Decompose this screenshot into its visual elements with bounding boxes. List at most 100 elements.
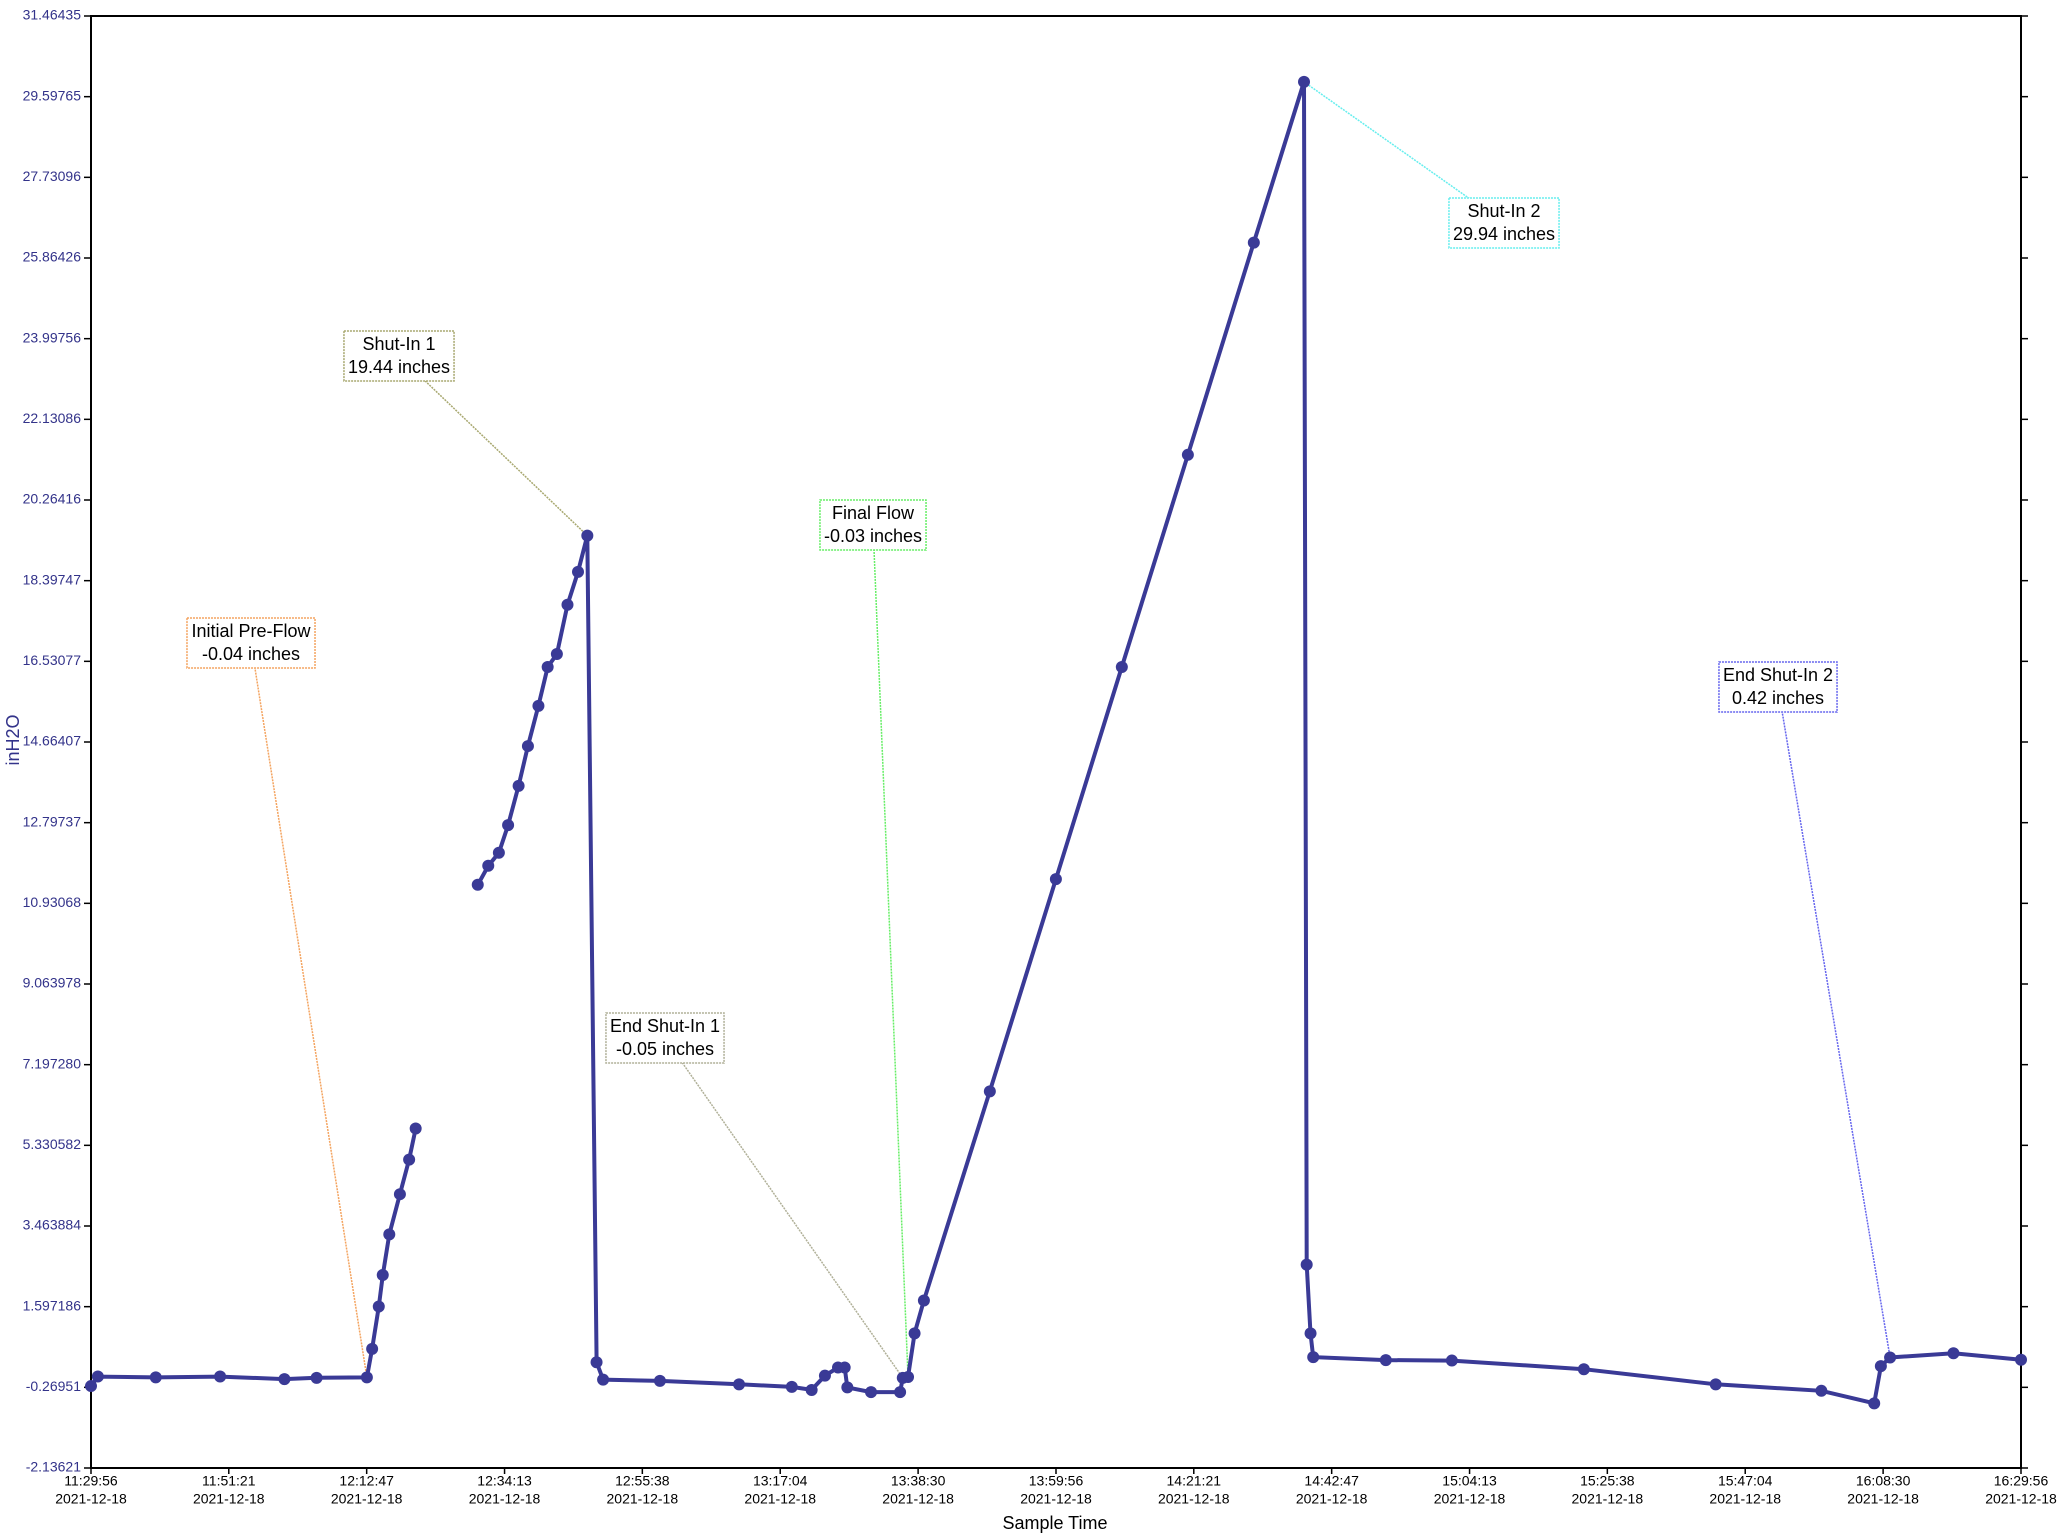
x-tick-date: 2021-12-18 [607,1491,679,1507]
annotation: End Shut-In 2 0.42 inches [1718,661,1838,713]
data-point [1307,1351,1320,1364]
data-point [805,1383,818,1396]
y-tick-label: -0.26951 [26,1378,81,1394]
x-tick-date: 2021-12-18 [1985,1491,2057,1507]
data-point [214,1370,227,1383]
x-tick-label: 16:29:56 [1994,1473,2049,1489]
data-point [1815,1384,1828,1397]
y-tick-label: 7.197280 [23,1055,82,1071]
y-tick-label: -2.13621 [26,1459,81,1475]
y-tick-label: 31.46435 [23,7,82,23]
data-point [1304,1327,1317,1340]
annotation-text: -0.04 inches [202,644,300,664]
annotation-text: 0.42 inches [1732,688,1824,708]
annotation: Shut-In 1 19.44 inches [343,330,455,382]
x-tick-date: 2021-12-18 [1709,1491,1781,1507]
data-point [561,598,574,611]
data-point [1577,1363,1590,1376]
annotation-title: Shut-In 2 [1467,201,1540,221]
data-point [1379,1354,1392,1367]
annotation-box [343,330,455,382]
data-point [1445,1354,1458,1367]
annotation-text: 19.44 inches [348,357,450,377]
data-point [838,1361,851,1374]
data-point [550,648,563,661]
y-tick-label: 14.66407 [23,733,82,749]
data-point [1247,236,1260,249]
x-tick-date: 2021-12-18 [469,1491,541,1507]
y-tick-label: 27.73096 [23,168,82,184]
data-point [403,1153,416,1166]
y-tick-label: 18.39747 [23,571,82,587]
y-tick-label: 9.063978 [23,975,82,991]
annotation: Initial Pre-Flow -0.04 inches [186,617,316,669]
data-point [512,779,525,792]
annotation-box [186,617,316,669]
annotation-title: Initial Pre-Flow [191,621,311,641]
data-point [482,859,495,872]
x-tick-label: 15:47:04 [1718,1473,1773,1489]
x-tick-label: 14:42:47 [1304,1473,1359,1489]
annotation-pointer [250,642,368,1378]
x-tick-date: 2021-12-18 [1020,1491,1092,1507]
plot-frame [90,15,2022,1469]
x-tick-label: 16:08:30 [1856,1473,1911,1489]
data-point [360,1371,373,1384]
x-tick-date: 2021-12-18 [882,1491,954,1507]
data-point [818,1369,831,1382]
data-point [1947,1347,1960,1360]
data-point [532,699,545,712]
data-point [1874,1360,1887,1373]
data-point [1884,1351,1897,1364]
data-point [541,660,554,673]
x-tick-date: 2021-12-18 [1158,1491,1230,1507]
data-point [1709,1378,1722,1391]
data-point [572,565,585,578]
x-axis-title: Sample Time [1002,1513,1107,1533]
data-line [476,81,2022,1406]
y-tick-label: 20.26416 [23,491,82,507]
x-tick-label: 12:12:47 [339,1473,394,1489]
x-tick-label: 13:17:04 [753,1473,808,1489]
x-tick-label: 15:25:38 [1580,1473,1635,1489]
data-point [383,1228,396,1241]
x-tick-label: 13:59:56 [1029,1473,1084,1489]
annotation-box [1718,661,1838,713]
y-tick-label: 10.93068 [23,894,82,910]
x-tick-date: 2021-12-18 [1572,1491,1644,1507]
data-point [841,1381,854,1394]
x-tick-date: 2021-12-18 [1434,1491,1506,1507]
data-point [597,1373,610,1386]
data-point [1115,660,1128,673]
annotation-text: -0.03 inches [824,526,922,546]
data-point [372,1300,385,1313]
y-tick-label: 25.86426 [23,249,82,265]
annotation-title: End Shut-In 2 [1723,665,1833,685]
x-tick-label: 11:51:21 [202,1473,256,1489]
data-point [894,1386,907,1399]
data-point [983,1085,996,1098]
annotation-title: Final Flow [832,503,915,523]
x-tick-label: 14:21:21 [1167,1473,1222,1489]
data-point [581,529,594,542]
data-point [785,1380,798,1393]
annotation-box [1448,197,1560,249]
data-point [278,1373,291,1386]
annotation: Final Flow -0.03 inches [819,499,927,551]
x-tick-date: 2021-12-18 [193,1491,265,1507]
data-point [85,1380,97,1393]
y-tick-label: 5.330582 [23,1136,82,1152]
x-tick-label: 13:38:30 [891,1473,946,1489]
annotation-title: Shut-In 1 [362,334,435,354]
y-tick-label: 1.597186 [23,1297,82,1313]
y-tick-label: 12.79737 [23,813,82,829]
data-point [865,1386,878,1399]
x-tick-date: 2021-12-18 [744,1491,816,1507]
y-tick-label: 23.99756 [23,329,82,345]
data-point [409,1122,422,1135]
annotation: Shut-In 2 29.94 inches [1448,197,1560,249]
data-point [1049,873,1062,886]
data-point [91,1370,104,1383]
x-tick-label: 11:29:56 [64,1473,118,1489]
data-point [908,1327,921,1340]
